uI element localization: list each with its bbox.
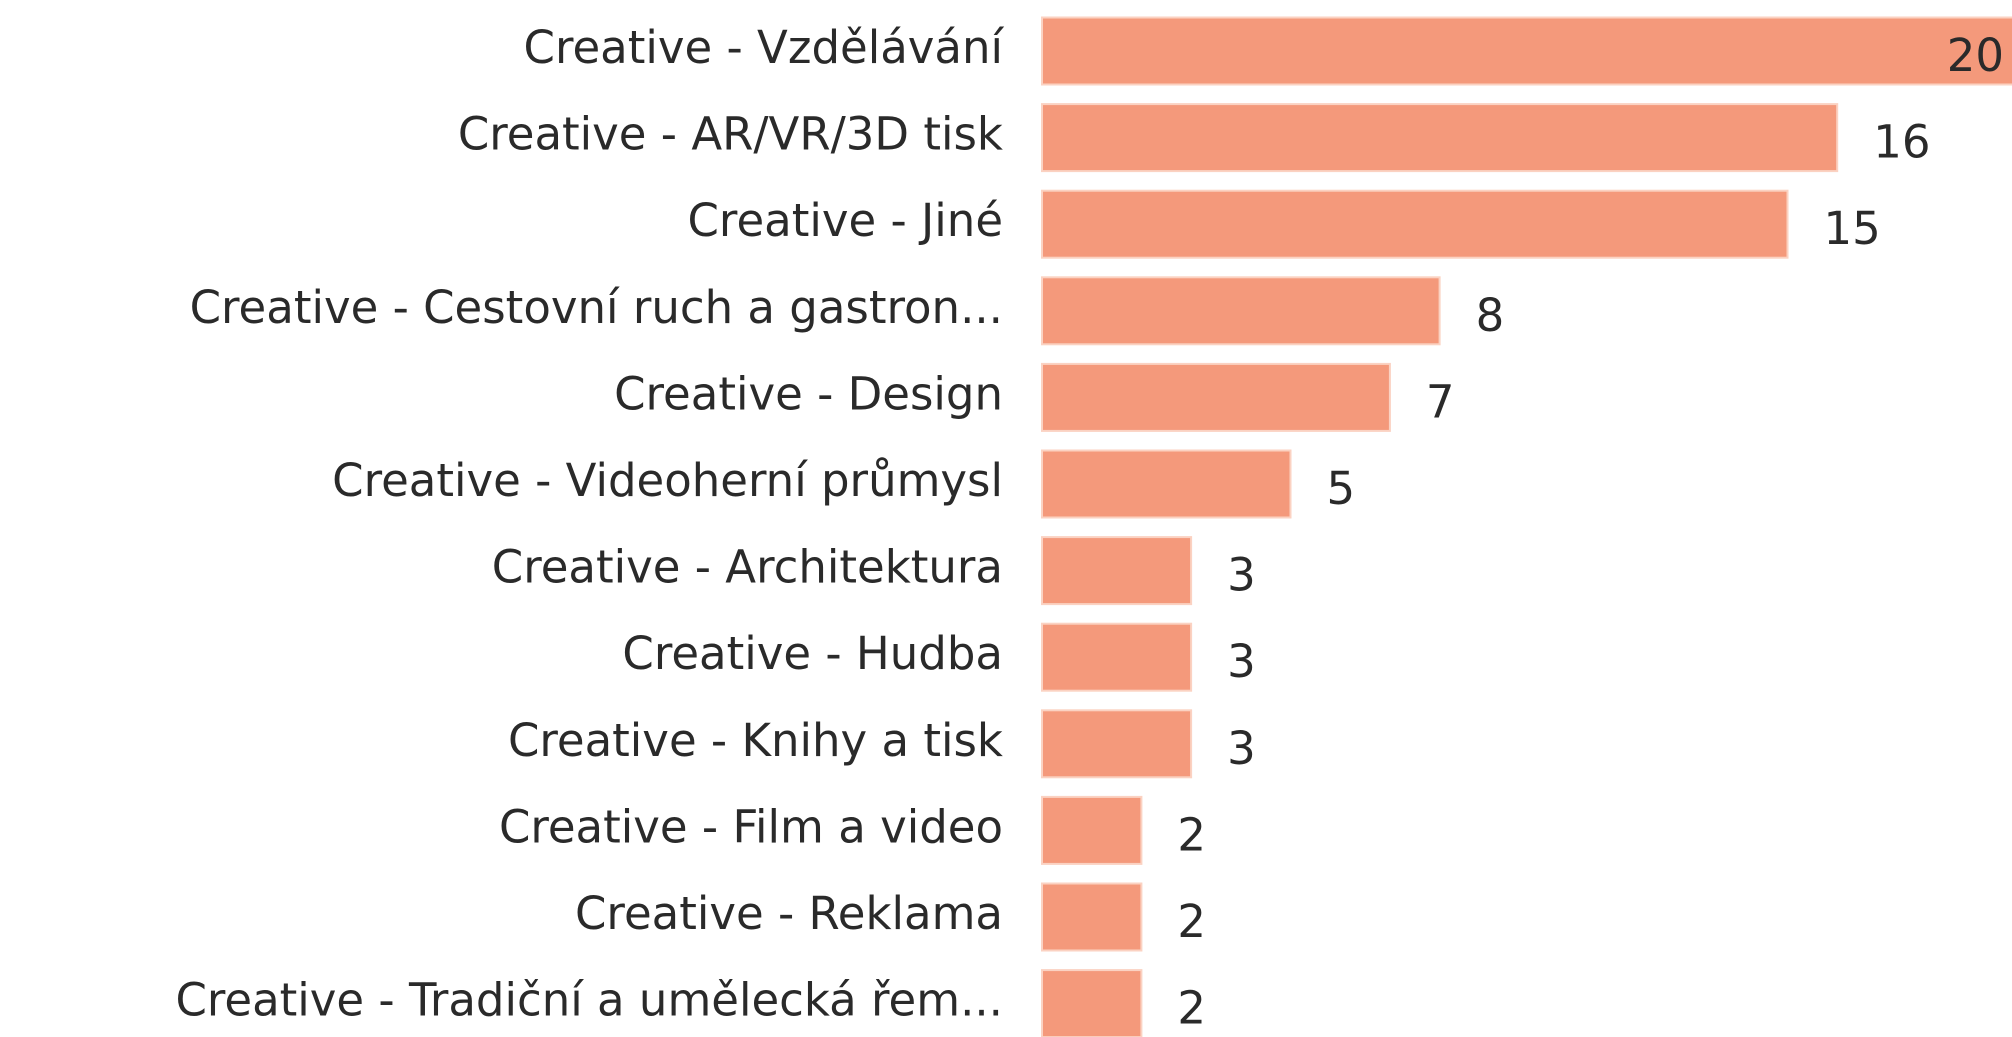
- bar: [1041, 622, 1193, 692]
- value-label: 5: [1327, 462, 1356, 515]
- bar: [1041, 795, 1143, 865]
- category-label: Creative - AR/VR/3D tisk: [458, 108, 1003, 161]
- category-label: Creative - Vzdělávání: [524, 21, 1005, 74]
- value-label: 16: [1873, 116, 1930, 169]
- value-label: 2: [1177, 808, 1206, 861]
- bar: [1041, 969, 1143, 1037]
- bar: [1041, 536, 1193, 606]
- value-label: 7: [1426, 375, 1455, 428]
- category-label: Creative - Jiné: [688, 194, 1003, 247]
- category-label: Creative - Tradiční a umělecká řem...: [175, 974, 1003, 1027]
- value-label: 15: [1824, 202, 1881, 255]
- bar: [1041, 276, 1441, 346]
- category-label: Creative - Hudba: [622, 627, 1003, 680]
- value-label: 3: [1227, 722, 1256, 775]
- bar: [1041, 709, 1193, 779]
- bar: [1041, 362, 1391, 432]
- value-label: 2: [1177, 895, 1206, 948]
- bar: [1041, 103, 1839, 173]
- category-label: Creative - Design: [614, 367, 1003, 420]
- value-label: 2: [1177, 982, 1206, 1035]
- bar: [1041, 16, 2012, 86]
- bar: [1041, 882, 1143, 952]
- category-label: Creative - Videoherní průmysl: [332, 454, 1003, 507]
- category-label: Creative - Reklama: [575, 887, 1003, 940]
- value-label: 20: [1947, 29, 2004, 82]
- bar: [1041, 189, 1789, 259]
- category-label: Creative - Cestovní ruch a gastron...: [190, 281, 1003, 334]
- category-label: Creative - Knihy a tisk: [508, 714, 1003, 767]
- value-label: 3: [1227, 549, 1256, 602]
- category-label: Creative - Architektura: [492, 541, 1003, 594]
- bar: [1041, 449, 1292, 519]
- category-label: Creative - Film a video: [499, 800, 1003, 853]
- value-label: 8: [1476, 289, 1505, 342]
- value-label: 3: [1227, 635, 1256, 688]
